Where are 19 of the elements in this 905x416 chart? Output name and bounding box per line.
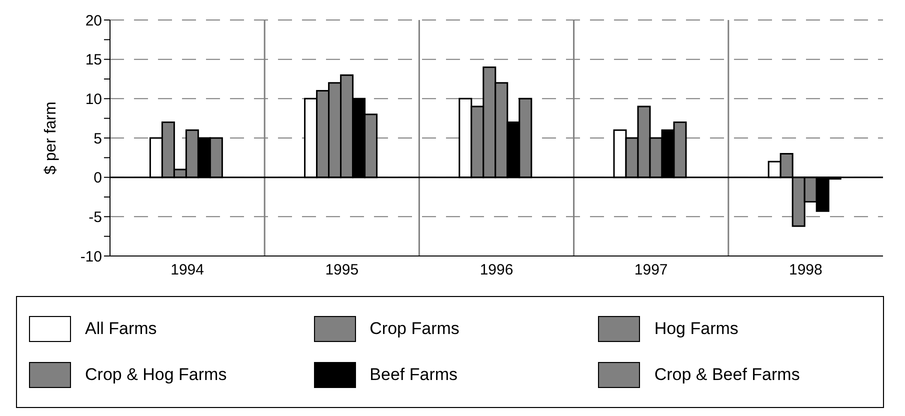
x-tick-label: 1995 <box>325 262 359 279</box>
y-tick-label: 10 <box>85 90 102 108</box>
y-tick-label: 5 <box>94 130 102 148</box>
y-tick-label: 0 <box>94 170 102 187</box>
x-tick-label: 1997 <box>634 262 668 279</box>
y-tick-label: 20 <box>85 12 102 30</box>
legend-label: Crop Farms <box>370 319 460 340</box>
x-tick-label: 1994 <box>170 262 204 279</box>
x-tick-label: 1998 <box>789 262 822 279</box>
y-tick-label: -5 <box>88 208 102 226</box>
legend-label: Hog Farms <box>654 319 738 340</box>
x-tick-label: 1996 <box>480 262 514 279</box>
legend-label: Crop & Hog Farms <box>85 364 227 385</box>
y-tick-label: 15 <box>85 52 102 69</box>
legend-label: Beef Farms <box>370 364 458 385</box>
legend-label: All Farms <box>85 319 157 340</box>
y-axis-title: $ per farm <box>42 102 60 174</box>
legend-label: Crop & Beef Farms <box>654 364 800 385</box>
y-tick-label: -10 <box>80 248 102 266</box>
